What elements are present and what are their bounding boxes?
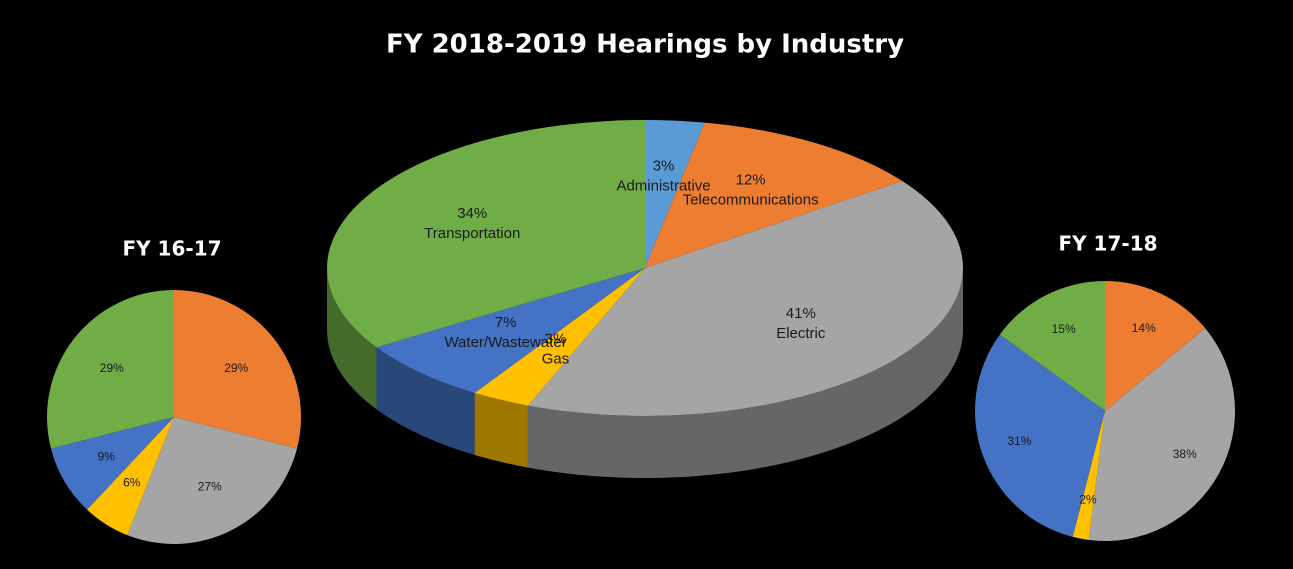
pie-slice [376,268,645,393]
slice-value-label: 14% [1132,321,1156,335]
slice-value-label: 27% [198,479,222,493]
pie-slice [645,120,705,268]
slice-category-label: Administrative [616,178,710,195]
slice-value-label: 7% [495,314,517,331]
pie-side [527,268,963,478]
pie-slice [50,417,174,510]
slice-value-label: 2% [1079,493,1097,507]
chart-title: FY 17-18 [1058,232,1157,256]
slice-value-label: 12% [736,171,766,188]
pie-slice [87,417,174,536]
pie-slice [326,120,645,348]
pie-side [327,268,377,410]
slice-value-label: 31% [1007,434,1031,448]
pie-slice [47,290,174,449]
slice-value-label: 9% [98,449,116,463]
pie-side [474,392,528,468]
slice-value-label: 29% [100,361,124,375]
slice-category-label: Electric [776,325,826,342]
pie-slice [174,290,302,449]
slice-category-label: Telecommunications [683,191,819,208]
pie-slice [1105,281,1206,411]
pie-slice [975,334,1105,537]
pie-slice [1088,328,1236,542]
chart-title: FY 2018-2019 Hearings by Industry [386,30,904,60]
pie-slice [127,417,298,544]
pie-slice [999,281,1105,411]
pie-side [376,347,475,455]
slice-value-label: 29% [224,361,248,375]
slice-category-label: Transportation [424,225,520,242]
chart-title: FY 16-17 [122,237,221,261]
slice-category-label: Water/Wastewater [444,334,566,351]
slice-value-label: 34% [457,205,487,222]
slice-category-label: Gas [542,351,570,368]
slice-value-label: 15% [1052,322,1076,336]
pie-slice [645,122,903,268]
slice-value-label: 41% [786,305,816,322]
pie-slice [1072,411,1105,540]
slice-value-label: 6% [123,476,141,490]
slice-value-label: 3% [545,331,567,348]
slice-value-label: 38% [1173,447,1197,461]
pie-slice [527,181,963,416]
pie-slice [474,268,645,406]
slice-value-label: 3% [653,158,675,175]
